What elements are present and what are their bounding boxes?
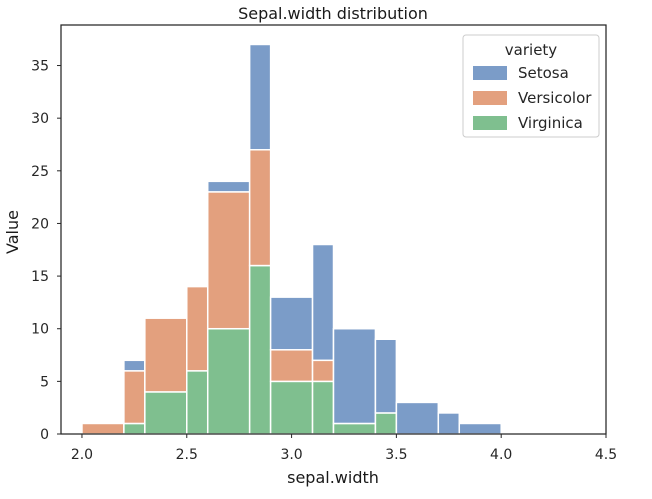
legend-label-setosa: Setosa [518, 64, 569, 82]
bar-versicolor-0 [81, 422, 125, 435]
y-tick-label: 10 [31, 322, 49, 338]
bar-setosa-7 [311, 243, 335, 362]
bar-virginica-6 [269, 380, 314, 435]
bars-group [81, 43, 502, 435]
legend-box [462, 34, 600, 138]
bar-virginica-8 [332, 422, 377, 435]
x-axis-ticks: 2.0 2.5 3.0 3.5 4.0 4.5 [71, 434, 617, 463]
bar-versicolor-6 [269, 349, 314, 383]
bar-setosa-12 [458, 422, 502, 435]
legend-title: variety [505, 41, 558, 59]
y-tick-label: 35 [31, 59, 49, 75]
chart-title: Sepal.width distribution [238, 4, 428, 23]
bar-virginica-2 [144, 391, 188, 435]
x-tick-label: 3.5 [385, 447, 407, 463]
bar-versicolor-2 [144, 317, 188, 393]
bar-setosa-8 [332, 327, 377, 425]
y-tick-label: 20 [31, 216, 49, 232]
y-tick-label: 15 [31, 269, 49, 285]
bar-virginica-9 [374, 412, 398, 435]
bar-setosa-5 [248, 43, 272, 151]
bar-versicolor-5 [248, 149, 272, 267]
legend-label-versicolor: Versicolor [518, 89, 592, 107]
y-tick-label: 5 [40, 374, 49, 390]
y-axis-ticks: 0 5 10 15 20 25 30 35 [31, 59, 61, 443]
bar-virginica-1 [123, 422, 146, 435]
bar-versicolor-4 [206, 191, 251, 330]
bar-setosa-1 [123, 359, 146, 372]
bar-setosa-10 [395, 401, 440, 435]
x-axis-label: sepal.width [287, 468, 379, 487]
bar-versicolor-7 [311, 359, 335, 383]
y-axis-label: Value [3, 210, 22, 254]
bar-setosa-6 [269, 296, 314, 351]
y-tick-label: 30 [31, 111, 49, 127]
bar-versicolor-1 [123, 370, 146, 425]
bar-setosa-11 [437, 412, 461, 435]
x-tick-label: 4.0 [490, 447, 512, 463]
bar-virginica-7 [311, 380, 335, 435]
x-tick-label: 2.5 [176, 447, 198, 463]
x-tick-label: 2.0 [71, 447, 93, 463]
bar-setosa-9 [374, 338, 398, 414]
y-tick-label: 25 [31, 164, 49, 180]
legend-swatch-virginica [473, 116, 507, 130]
legend-swatch-versicolor [473, 91, 507, 105]
bar-versicolor-3 [186, 285, 209, 372]
legend: variety Setosa Versicolor Virginica [462, 34, 600, 138]
legend-label-virginica: Virginica [518, 114, 583, 132]
y-tick-label: 0 [40, 427, 49, 443]
x-tick-label: 4.5 [595, 447, 617, 463]
bar-virginica-4 [206, 327, 251, 435]
legend-swatch-setosa [473, 66, 507, 80]
bar-virginica-3 [186, 370, 209, 435]
bar-virginica-5 [248, 264, 272, 435]
plot-frame [60, 24, 607, 435]
x-tick-label: 3.0 [280, 447, 302, 463]
bar-setosa-4 [206, 180, 251, 193]
legend-entries: Setosa Versicolor Virginica [473, 64, 592, 132]
